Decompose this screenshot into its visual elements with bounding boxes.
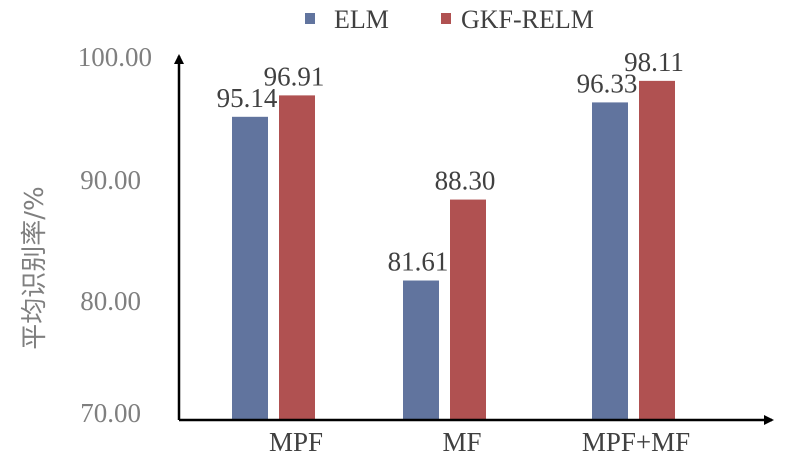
legend-swatch-gkf-relm: [441, 13, 451, 24]
bar-gkf-relm-mpf: [279, 95, 315, 421]
legend: ELM GKF-RELM: [305, 5, 594, 34]
data-label: 98.11: [624, 47, 684, 77]
bar-elm-mf: [403, 280, 439, 421]
bar-gkf-relm-mpf-mf: [639, 80, 675, 421]
x-tick-labels: MPF MF MPF+MF: [269, 427, 690, 457]
x-tick-label-mpf-mf: MPF+MF: [582, 427, 690, 457]
x-tick-label-mpf: MPF: [269, 427, 323, 457]
x-tick-label-mf: MF: [442, 427, 481, 457]
data-label: 81.61: [388, 247, 449, 277]
data-label: 88.30: [435, 166, 496, 196]
bar-elm-mpf-mf: [592, 102, 628, 422]
y-tick-label: 100.00: [78, 42, 152, 72]
data-labels: 95.14 81.61 96.33 96.91 88.30 98.11: [217, 47, 684, 277]
y-tick-label: 70.00: [80, 398, 141, 428]
bars: [232, 80, 675, 422]
y-tick-label: 80.00: [80, 286, 141, 316]
y-tick-label: 90.00: [80, 165, 141, 195]
data-label: 96.91: [264, 61, 325, 91]
legend-label-elm: ELM: [334, 5, 389, 34]
data-label: 96.33: [577, 68, 638, 98]
bar-elm-mpf: [232, 116, 268, 421]
y-axis-label: 平均识别率/%: [20, 186, 50, 349]
y-tick-labels: 100.00 90.00 80.00 70.00: [78, 42, 152, 428]
legend-swatch-elm: [305, 13, 315, 24]
data-label: 95.14: [217, 83, 278, 113]
legend-label-gkf-relm: GKF-RELM: [461, 5, 594, 34]
bar-gkf-relm-mf: [450, 199, 486, 421]
